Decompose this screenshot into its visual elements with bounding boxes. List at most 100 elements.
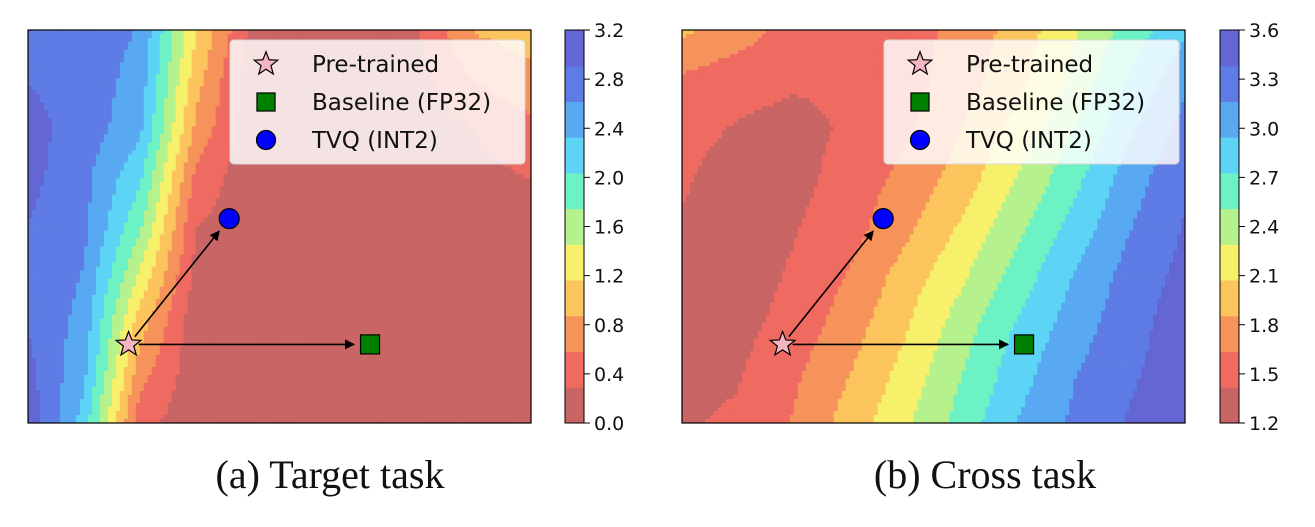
- contour-cell: [251, 166, 257, 171]
- contour-cell: [71, 158, 77, 163]
- contour-cell: [199, 154, 205, 159]
- contour-cell: [31, 170, 37, 175]
- contour-cell: [239, 170, 245, 175]
- contour-cell: [95, 82, 101, 87]
- contour-cell: [243, 166, 249, 171]
- contour-cell: [475, 166, 480, 171]
- contour-cell: [103, 122, 109, 127]
- contour-cell: [459, 30, 464, 35]
- contour-cell: [131, 150, 137, 155]
- contour-cell: [159, 106, 165, 111]
- contour-cell: [59, 150, 65, 155]
- contour-cell: [347, 178, 352, 183]
- contour-cell: [411, 174, 416, 179]
- contour-cell: [187, 114, 193, 119]
- contour-cell: [187, 102, 193, 107]
- contour-cell: [191, 50, 197, 55]
- contour-cell: [311, 162, 317, 167]
- contour-cell: [91, 30, 97, 35]
- contour-cell: [147, 30, 153, 35]
- contour-cell: [199, 58, 205, 63]
- contour-cell: [187, 154, 193, 159]
- contour-cell: [215, 134, 221, 139]
- contour-cell: [83, 122, 89, 127]
- contour-cell: [419, 178, 424, 183]
- contour-cell: [179, 138, 185, 143]
- contour-cell: [223, 166, 229, 171]
- contour-cell: [163, 54, 169, 59]
- contour-cell: [87, 126, 93, 131]
- contour-cell: [403, 178, 408, 183]
- contour-cell: [191, 154, 197, 159]
- contour-cell: [35, 146, 41, 151]
- contour-cell: [391, 170, 396, 175]
- contour-cell: [115, 114, 121, 119]
- contour-cell: [207, 150, 213, 155]
- contour-cell: [179, 178, 185, 183]
- contour-cell: [159, 150, 165, 155]
- contour-cell: [463, 174, 468, 179]
- contour-cell: [147, 78, 153, 83]
- contour-cell: [127, 98, 133, 103]
- contour-cell: [155, 94, 161, 99]
- contour-cell: [399, 34, 404, 39]
- contour-cell: [363, 178, 368, 183]
- contour-cell: [323, 174, 328, 179]
- contour-cell: [203, 98, 209, 103]
- contour-cell: [247, 178, 253, 183]
- contour-cell: [107, 114, 113, 119]
- contour-cell: [47, 174, 53, 179]
- contour-cell: [139, 106, 145, 111]
- contour-cell: [31, 186, 37, 192]
- contour-cell: [431, 178, 436, 183]
- contour-cell: [167, 58, 173, 63]
- contour-cell: [127, 126, 133, 131]
- contour-cell: [151, 102, 157, 107]
- contour-cell: [55, 90, 61, 95]
- contour-cell: [235, 170, 241, 175]
- contour-cell: [63, 130, 69, 135]
- contour-cell: [107, 118, 113, 123]
- contour-cell: [28, 82, 33, 87]
- contour-cell: [447, 30, 452, 35]
- contour-cell: [479, 34, 484, 39]
- contour-cell: [379, 178, 384, 183]
- contour-cell: [39, 122, 45, 127]
- contour-cell: [215, 114, 221, 119]
- contour-cell: [447, 182, 452, 187]
- contour-cell: [163, 162, 169, 167]
- contour-cell: [75, 74, 81, 79]
- contour-cell: [115, 150, 121, 155]
- contour-cell: [495, 178, 500, 183]
- contour-cell: [219, 174, 225, 179]
- contour-cell: [279, 34, 285, 39]
- contour-cell: [75, 110, 81, 115]
- contour-cell: [83, 46, 89, 51]
- contour-cell: [123, 82, 129, 87]
- contour-cell: [63, 110, 69, 115]
- contour-cell: [155, 154, 161, 159]
- contour-cell: [191, 162, 197, 167]
- contour-cell: [339, 182, 344, 187]
- contour-cell: [455, 170, 460, 175]
- contour-cell: [211, 70, 217, 75]
- contour-cell: [63, 50, 69, 55]
- contour-cell: [519, 34, 524, 39]
- contour-cell: [63, 54, 69, 59]
- contour-cell: [63, 46, 69, 51]
- contour-cell: [175, 78, 181, 83]
- contour-cell: [475, 162, 480, 167]
- contour-cell: [79, 146, 85, 151]
- contour-cell: [91, 166, 97, 171]
- contour-cell: [87, 46, 93, 51]
- contour-cell: [263, 170, 269, 175]
- contour-cell: [28, 38, 33, 43]
- contour-cell: [459, 182, 464, 187]
- contour-cell: [199, 102, 205, 107]
- contour-cell: [75, 182, 81, 187]
- contour-cell: [147, 62, 153, 67]
- contour-cell: [75, 66, 81, 71]
- contour-cell: [263, 174, 269, 179]
- contour-cell: [103, 166, 109, 171]
- contour-cell: [139, 158, 145, 163]
